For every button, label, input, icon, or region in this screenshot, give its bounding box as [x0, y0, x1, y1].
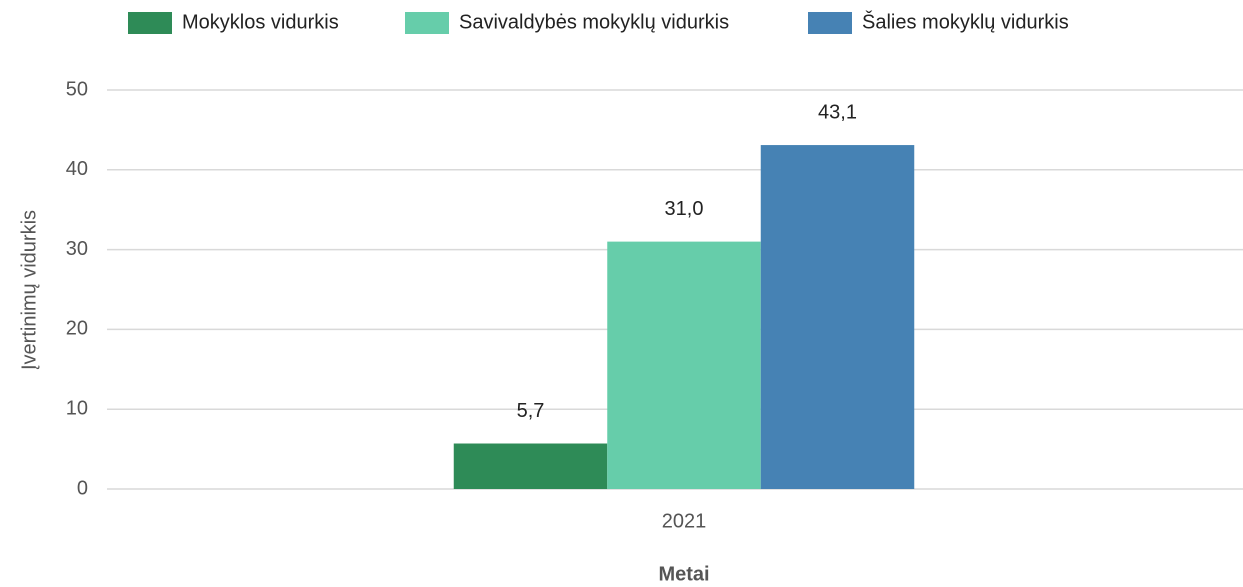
y-axis-label: Įvertinimų vidurkis: [18, 210, 40, 370]
legend-label: Mokyklos vidurkis: [182, 11, 339, 33]
x-tick-label: 2021: [662, 510, 707, 532]
value-label: 31,0: [665, 198, 704, 220]
legend-swatch: [405, 12, 449, 34]
value-label: 5,7: [517, 400, 545, 422]
legend-swatch: [128, 12, 172, 34]
y-tick-label: 20: [66, 318, 88, 340]
legend-label: Šalies mokyklų vidurkis: [862, 10, 1069, 33]
bar: [607, 241, 761, 489]
y-tick-label: 0: [77, 477, 88, 499]
value-label: 43,1: [818, 101, 857, 123]
bar: [760, 145, 915, 489]
y-tick-label: 10: [66, 397, 88, 419]
bar: [453, 443, 608, 489]
legend-swatch: [808, 12, 852, 34]
y-tick-label: 40: [66, 158, 88, 180]
legend-label: Savivaldybės mokyklų vidurkis: [459, 11, 729, 33]
y-tick-label: 50: [66, 78, 88, 100]
y-tick-label: 30: [66, 238, 88, 260]
x-axis-label: Metai: [658, 563, 709, 585]
